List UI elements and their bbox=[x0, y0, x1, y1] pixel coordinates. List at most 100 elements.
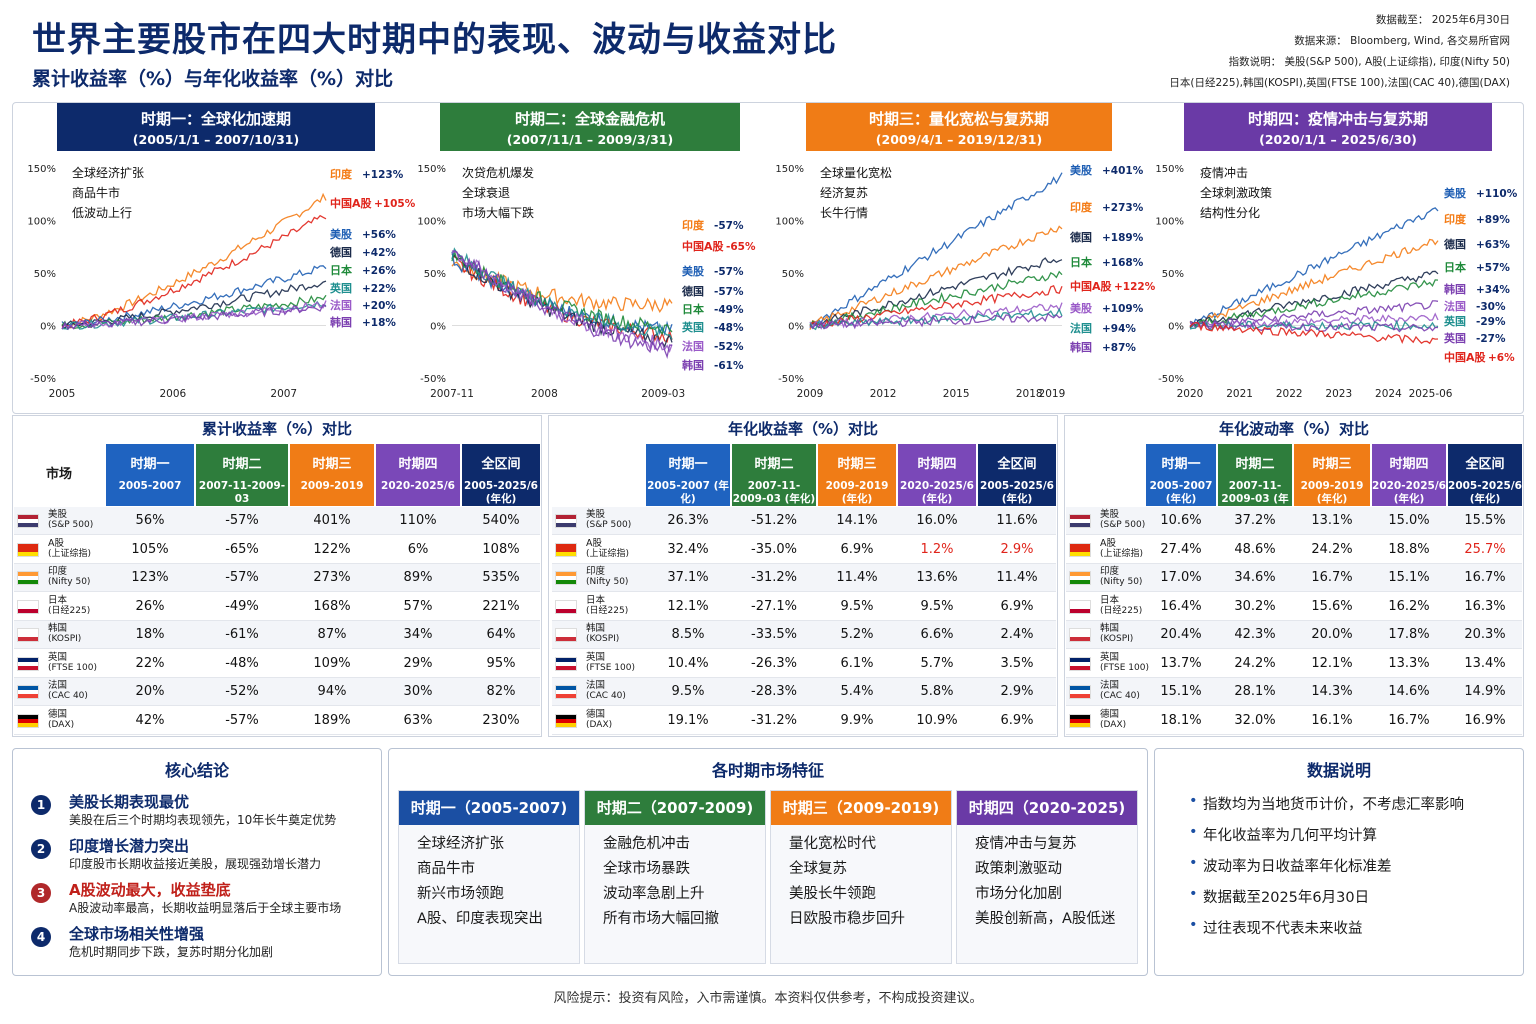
y-tick-label: 150% bbox=[775, 164, 804, 175]
data-label: -30% bbox=[1476, 301, 1506, 313]
table-cell: 16.4% bbox=[1160, 598, 1202, 614]
column-header-range: 2005-2025/6 (年化) bbox=[980, 480, 1054, 505]
table-cell: -26.3% bbox=[751, 655, 797, 671]
market-name: 韩国 (KOSPI) bbox=[48, 623, 81, 645]
x-tick-label: 2019 bbox=[1039, 388, 1066, 400]
series-line-kr bbox=[451, 250, 673, 360]
table-cell: 11.4% bbox=[836, 570, 878, 585]
table-cell: -57% bbox=[225, 570, 259, 585]
data-info: 数据截至： 2025年6月30日 数据来源： Bloomberg, Wind, … bbox=[1090, 10, 1510, 94]
market-index: (Nifty 50) bbox=[586, 577, 629, 587]
table-cell: 87% bbox=[317, 627, 347, 642]
table-cell: -51.2% bbox=[751, 513, 797, 528]
flag-icon bbox=[17, 685, 39, 699]
feature-item: 全球经济扩张 bbox=[417, 836, 504, 852]
legend-name: 中国A股 bbox=[682, 239, 725, 253]
table-cell: 6.9% bbox=[840, 541, 874, 557]
period-header-3: 时期三：量化宽松与复苏期 (2009/4/1 – 2019/12/31) bbox=[806, 103, 1112, 151]
y-tick-label: -50% bbox=[30, 374, 56, 385]
legend-name: 英国 bbox=[1443, 314, 1466, 328]
conclusions-box: 核心结论 1 美股长期表现最优 美股在后三个时期均表现领先，10年长牛奠定优势 2 印度… bbox=[12, 748, 382, 976]
legend-name: 中国A股 bbox=[1444, 350, 1487, 364]
legend-name: 日本 bbox=[1444, 260, 1466, 274]
flag-icon bbox=[555, 713, 577, 728]
table-row bbox=[552, 564, 1056, 592]
x-tick-label: 2008 bbox=[531, 388, 558, 400]
flag-icon bbox=[17, 542, 39, 557]
market-name: 英国 (FTSE 100) bbox=[1100, 652, 1149, 674]
cumulative-table: 累计收益率（%）对比 bbox=[12, 415, 542, 737]
column-header-range: 2005-2007 (年化) bbox=[1149, 480, 1213, 505]
column-header-range: 2009-2019 bbox=[300, 480, 364, 492]
series-line-fr bbox=[61, 300, 327, 330]
legend-name: 韩国 bbox=[1070, 340, 1092, 354]
column-header: 时期三 2009-2019 bbox=[290, 444, 374, 506]
table-cell: 26% bbox=[135, 598, 165, 614]
flag-icon bbox=[1069, 542, 1091, 557]
table-cell: 22% bbox=[135, 655, 165, 671]
table-cell: 26.3% bbox=[667, 513, 709, 528]
table-cell: 221% bbox=[482, 598, 520, 614]
period-2-dates: (2007/11/1 – 2009/3/31) bbox=[506, 132, 674, 147]
column-header-range: 2005-2025/6 (年化) bbox=[1448, 480, 1522, 505]
table-row bbox=[552, 592, 1056, 621]
feature-item: 金融危机冲击 bbox=[603, 836, 690, 852]
period-header-2: 时期二：全球金融危机 (2007/11/1 – 2009/3/31) bbox=[440, 103, 740, 151]
x-tick-label: 2023 bbox=[1325, 388, 1352, 400]
table-cell: 15.1% bbox=[1388, 570, 1430, 585]
x-tick-label: 2007-11 bbox=[430, 388, 474, 400]
y-tick-label: -50% bbox=[1158, 374, 1184, 385]
x-tick-label: 2025-06 bbox=[1409, 388, 1453, 400]
table-cell: 17.0% bbox=[1160, 570, 1202, 585]
table-cell: 8.5% bbox=[671, 627, 705, 642]
data-label: +168% bbox=[1102, 257, 1144, 269]
table-cell: 82% bbox=[486, 684, 516, 699]
table-cell: 273% bbox=[313, 570, 351, 585]
note-item: 过往表现不代表未来收益 bbox=[1189, 917, 1362, 938]
flag-icon bbox=[1069, 571, 1091, 585]
column-header-title: 时期四 bbox=[1389, 457, 1429, 472]
market-name: 印度 (Nifty 50) bbox=[1100, 566, 1142, 588]
charts-panel bbox=[12, 102, 1524, 414]
period-4-dates: (2020/1/1 – 2025/6/30) bbox=[1259, 132, 1417, 147]
column-header-title: 时期二 bbox=[1235, 457, 1275, 472]
legend-name: 美股 bbox=[330, 227, 353, 241]
feature-column: 时期一（2005-2007) 全球经济扩张 商品牛市 新兴市场领跑 A股、印度表现突出 bbox=[398, 790, 580, 964]
market-index: (CAC 40) bbox=[48, 691, 88, 701]
table-cell: 19.1% bbox=[667, 712, 709, 728]
table-cell: 109% bbox=[313, 655, 351, 671]
feature-item: 新兴市场领跑 bbox=[417, 886, 504, 902]
legend-name: 印度 bbox=[1444, 212, 1467, 226]
flag-icon bbox=[555, 514, 577, 528]
series-line-kr bbox=[61, 303, 327, 331]
index-note-1: 指数说明： 美股(S&P 500), A股(上证综指), 印度(Nifty 50… bbox=[1228, 56, 1510, 68]
conclusion-number: 2 bbox=[31, 839, 51, 859]
y-tick-label: 100% bbox=[417, 217, 446, 228]
period-1-name: 时期一：全球化加速期 bbox=[140, 110, 291, 128]
flag-icon bbox=[17, 599, 39, 614]
data-date: 数据截至： 2025年6月30日 bbox=[1375, 14, 1510, 26]
table-cell: 13.6% bbox=[916, 570, 958, 585]
table-cell: 5.8% bbox=[920, 684, 954, 699]
chart-note: 经济复苏 bbox=[820, 185, 868, 200]
legend-name: 美股 bbox=[1070, 163, 1093, 177]
table-cell: 6.9% bbox=[1000, 712, 1034, 728]
market-index: (CAC 40) bbox=[1100, 691, 1140, 701]
legend-name: 印度 bbox=[682, 218, 705, 232]
table-cell: 25.7% bbox=[1464, 541, 1506, 557]
x-tick-label: 2022 bbox=[1276, 388, 1303, 400]
legend-name: 中国A股 bbox=[1070, 279, 1113, 293]
table-cell: 20.0% bbox=[1311, 627, 1353, 642]
volatility-table-title: 年化波动率（%）对比 bbox=[1218, 420, 1370, 438]
table-cell: 18.1% bbox=[1160, 712, 1202, 728]
table-cell: 16.2% bbox=[1388, 598, 1430, 614]
feature-item: 所有市场大幅回撤 bbox=[603, 911, 719, 927]
x-tick-label: 2009 bbox=[797, 388, 824, 400]
market-short: 德国 bbox=[586, 708, 606, 720]
market-short: 印度 bbox=[1100, 566, 1120, 577]
y-tick-label: 0% bbox=[788, 322, 804, 333]
line-charts: 150% 100% 50% 0% -50% 2005 2006 2007 全球经济扩张商品牛市低… bbox=[27, 163, 1517, 400]
data-label: +42% bbox=[362, 247, 396, 259]
table-row bbox=[1066, 592, 1522, 621]
table-cell: 94% bbox=[317, 684, 347, 699]
